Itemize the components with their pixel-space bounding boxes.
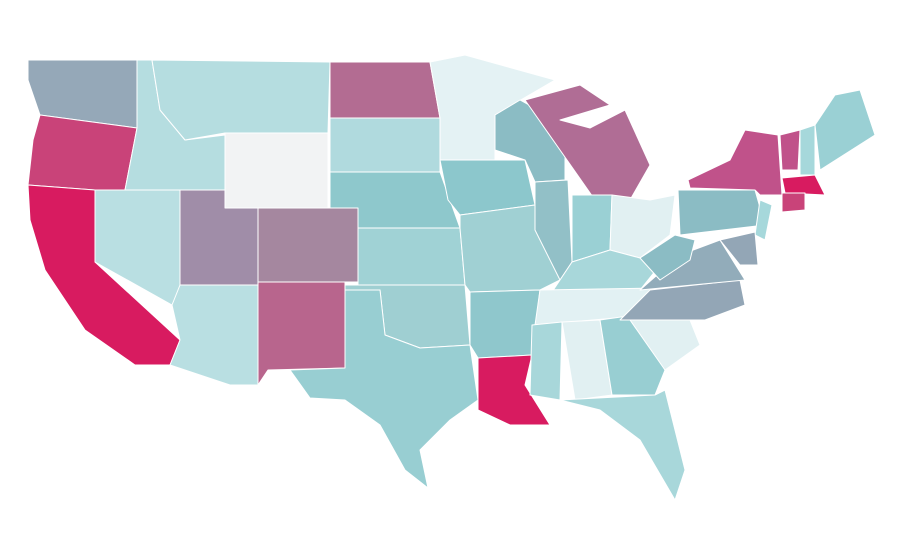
state-region xyxy=(27,114,138,191)
state-region xyxy=(169,284,259,386)
state-region xyxy=(151,59,331,141)
state-region xyxy=(619,279,746,321)
state-region xyxy=(687,129,783,196)
state-region xyxy=(677,189,766,236)
state-region xyxy=(329,61,441,119)
regions xyxy=(27,54,876,501)
state-region xyxy=(289,289,479,489)
state-region xyxy=(719,231,759,266)
state-region xyxy=(639,234,696,281)
state-region xyxy=(357,227,466,286)
state-region xyxy=(781,192,806,213)
state-region xyxy=(781,174,826,196)
state-region xyxy=(469,289,541,359)
state-region xyxy=(524,84,651,201)
state-region xyxy=(329,117,441,173)
state-region xyxy=(224,132,329,209)
state-region xyxy=(754,199,773,241)
state-region xyxy=(799,124,816,176)
state-region xyxy=(779,129,801,171)
state-region xyxy=(257,207,359,283)
state-region xyxy=(814,89,876,171)
state-region xyxy=(529,321,563,401)
state-region xyxy=(559,389,686,501)
